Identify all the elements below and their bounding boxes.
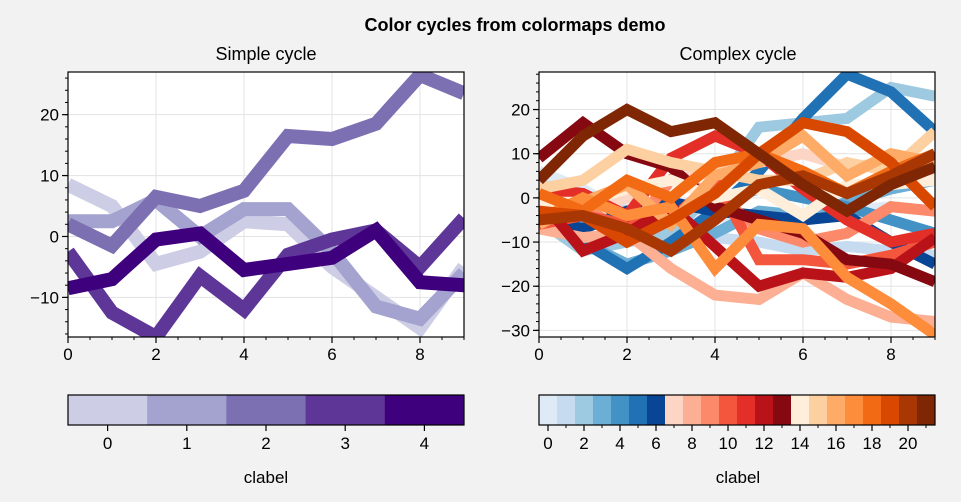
y-tick-label: 20 xyxy=(511,101,530,120)
colorbar-segment xyxy=(827,395,846,425)
colorbar-tick-label: 4 xyxy=(615,434,624,453)
series-line-1 xyxy=(68,191,464,327)
y-tick-label: −10 xyxy=(501,233,530,252)
colorbar-segment xyxy=(899,395,918,425)
y-tick-label: 10 xyxy=(40,167,59,186)
colorbar-segment xyxy=(305,395,386,425)
colorbar-tick-label: 18 xyxy=(863,434,882,453)
colorbar-segment xyxy=(665,395,684,425)
colorbar-segment xyxy=(384,395,465,425)
figure-suptitle: Color cycles from colormaps demo xyxy=(364,15,665,35)
series-line-20 xyxy=(539,148,935,258)
colorbar-segment xyxy=(539,395,558,425)
x-tick-label: 6 xyxy=(798,345,807,364)
colorbar-frame xyxy=(538,394,936,426)
colorbar-segment xyxy=(845,395,864,425)
colorbar-complex-cycle: 0 2 4 6 8 10 12 14 16 18 20 xyxy=(538,394,936,453)
colorbar-tick-label: 8 xyxy=(687,434,696,453)
x-tick-label: 4 xyxy=(710,345,719,364)
colorbar-tick-label: 6 xyxy=(651,434,660,453)
axes-simple-cycle: 0 2 4 6 8 −10 0 10 20 xyxy=(30,71,465,364)
series-line-12 xyxy=(539,194,935,293)
colorbar-segment xyxy=(147,395,227,425)
x-tick-label: 8 xyxy=(886,345,895,364)
x-tick-label: 0 xyxy=(534,345,543,364)
panel-complex-cycle: Complex cycle 0 2 4 6 8 −30 −20 −10 0 10 20 0 2 4 6 8 1… xyxy=(501,44,936,487)
y-tick-label: 10 xyxy=(511,145,530,164)
colorbar-segment xyxy=(557,395,576,425)
series-line-19 xyxy=(539,116,935,249)
colorbar-tick-label: 0 xyxy=(543,434,552,453)
colorbar-segment xyxy=(647,395,666,425)
colorbar-segment xyxy=(575,395,594,425)
panel-simple-cycle: Simple cycle 0 2 4 6 8 −10 0 10 20 0 1 2 3 4 clabel xyxy=(30,44,465,487)
colorbar-segment xyxy=(863,395,882,425)
series-line-13 xyxy=(539,115,935,287)
x-tick-label: 2 xyxy=(151,345,160,364)
series-group xyxy=(539,72,935,337)
colorbar-tick-label: 20 xyxy=(899,434,918,453)
x-tick-label: 0 xyxy=(63,345,72,364)
colorbar-segment xyxy=(68,395,148,425)
colorbar-label-simple: clabel xyxy=(244,468,288,487)
colorbar-label-complex: clabel xyxy=(716,468,760,487)
y-tick-label: 0 xyxy=(50,227,59,246)
colorbar-segment xyxy=(755,395,774,425)
colorbar-segment xyxy=(917,395,936,425)
colorbar-segment xyxy=(611,395,630,425)
x-tick-label: 6 xyxy=(327,345,336,364)
colorbar-segment xyxy=(683,395,702,425)
colorbar-segment xyxy=(737,395,756,425)
colorbar-tick-label: 2 xyxy=(261,434,270,453)
colorbar-segment xyxy=(701,395,720,425)
y-tick-label: 20 xyxy=(40,106,59,125)
x-tick-label: 2 xyxy=(622,345,631,364)
colorbar-tick-label: 12 xyxy=(755,434,774,453)
colorbar-segment xyxy=(809,395,828,425)
colorbar-tick-label: 2 xyxy=(579,434,588,453)
colorbar-segment xyxy=(773,395,792,425)
colorbar-segment xyxy=(719,395,738,425)
series-group xyxy=(68,72,464,337)
colorbar-segment xyxy=(629,395,648,425)
colorbar-segment xyxy=(791,395,810,425)
colorbar-segment xyxy=(881,395,900,425)
y-tick-label: −20 xyxy=(501,277,530,296)
y-tick-label: 0 xyxy=(521,189,530,208)
chart-title-simple: Simple cycle xyxy=(215,44,316,64)
chart-title-complex: Complex cycle xyxy=(679,44,796,64)
axes-complex-cycle: 0 2 4 6 8 −30 −20 −10 0 10 20 xyxy=(501,71,936,364)
colorbar-segment xyxy=(226,395,307,425)
y-tick-label: −30 xyxy=(501,321,530,340)
series-line-8 xyxy=(539,223,935,328)
series-line-17 xyxy=(539,191,935,337)
colorbar-tick-label: 3 xyxy=(340,434,349,453)
colorbar-tick-label: 4 xyxy=(420,434,429,453)
colorbar-tick-label: 1 xyxy=(182,434,191,453)
colorbar-tick-label: 10 xyxy=(719,434,738,453)
colorbar-tick-label: 16 xyxy=(827,434,846,453)
colorbar-simple-cycle: 0 1 2 3 4 xyxy=(67,394,465,453)
colorbar-tick-label: 0 xyxy=(103,434,112,453)
series-line-2 xyxy=(68,72,464,255)
series-line-4 xyxy=(68,221,464,296)
x-tick-label: 4 xyxy=(239,345,248,364)
series-line-21 xyxy=(539,103,935,218)
colorbar-tick-label: 14 xyxy=(791,434,810,453)
colorbar-segment xyxy=(593,395,612,425)
x-tick-label: 8 xyxy=(415,345,424,364)
y-tick-label: −10 xyxy=(30,288,59,307)
